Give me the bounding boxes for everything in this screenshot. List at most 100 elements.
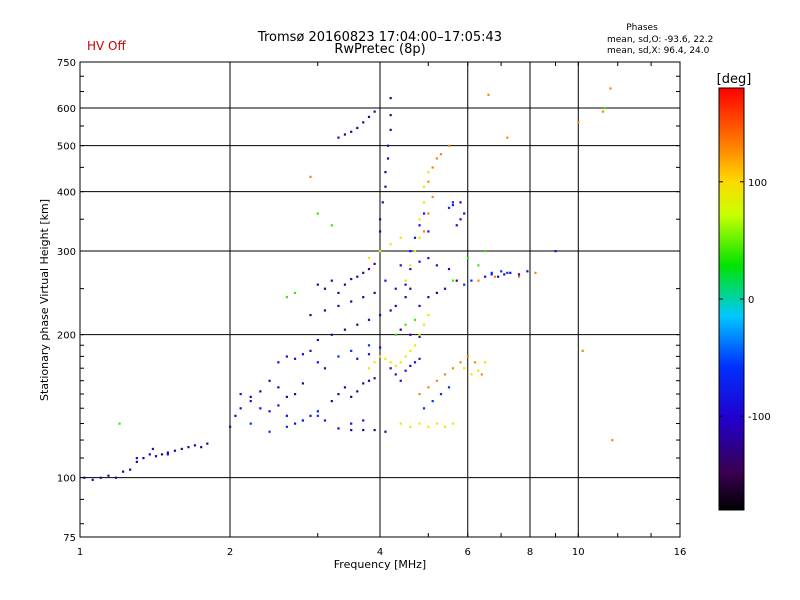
echo-point [427,171,430,174]
echo-point [413,250,417,253]
echo-point [409,349,412,352]
axis-ticks: 1 2 4 6 8 10 16 75 100 200 300 400 500 600 750 [57,58,686,558]
echo-point [389,243,392,246]
echo-point [413,236,417,239]
echo-point [323,309,327,312]
echo-point [379,230,382,233]
echo-point [427,257,430,260]
echo-point [323,419,327,422]
echo-point [394,373,397,376]
echo-point [409,287,412,290]
echo-point [480,373,483,376]
echo-point [173,449,177,452]
echo-point [323,287,327,290]
echo-point [451,367,455,370]
y-tick-label: 600 [57,104,76,115]
echo-point [470,373,473,376]
echo-point [455,224,458,227]
echo-point [323,367,327,370]
echo-point [493,275,497,278]
echo-point [418,218,421,221]
plot-gridlines [80,62,680,537]
echo-point [477,264,480,267]
x-tick-label: 16 [674,547,687,558]
echo-point [413,361,417,364]
echo-point [431,195,434,199]
y-axis-label: Stationary phase Virtual Height [km] [38,199,51,401]
echo-point [404,283,407,286]
echo-point [309,414,312,417]
echo-point [285,414,288,417]
echo-point [379,355,382,358]
echo-point [114,476,118,479]
echo-point [409,333,412,336]
echo-point [484,361,487,364]
echo-point [422,323,426,326]
echo-point [384,357,387,360]
echo-point [435,291,438,295]
echo-points [83,87,614,481]
echo-point [379,314,382,317]
echo-point [249,395,252,398]
echo-point [160,453,164,456]
y-tick-label: 750 [57,58,76,69]
echo-point [418,260,421,263]
y-tick-label: 200 [57,331,76,342]
echo-point [404,323,407,326]
echo-point [373,361,376,364]
echo-point [404,279,407,282]
echo-point [268,379,271,382]
echo-point [337,355,340,358]
echo-point [526,270,529,273]
echo-point [384,430,387,433]
colorbar-tick-label: 0 [748,295,754,306]
echo-point [229,425,232,428]
echo-point [581,349,584,352]
echo-point [373,291,376,295]
echo-point [427,212,430,215]
echo-point [601,110,605,113]
echo-point [443,373,447,376]
echo-point [151,447,155,451]
echo-point [316,414,319,417]
echo-point [427,314,430,317]
echo-point [362,296,365,299]
echo-point [490,271,493,274]
echo-point [180,447,183,451]
echo-point [107,474,110,477]
echo-point [285,425,288,428]
echo-point [330,400,333,403]
echo-point [470,279,473,282]
echo-point [309,349,312,352]
echo-point [316,338,319,342]
echo-point [350,300,353,303]
echo-point [409,267,412,271]
y-tick-label: 300 [57,247,76,258]
echo-point [293,291,297,295]
echo-point [431,400,434,403]
echo-point [422,407,426,410]
echo-point [517,275,521,278]
echo-point [451,422,455,425]
echo-point [206,442,209,445]
echo-point [343,328,347,331]
echo-point [399,361,402,364]
echo-point [487,93,490,96]
echo-point [309,314,312,317]
echo-point [447,206,451,209]
echo-point [166,453,169,456]
echo-point [379,218,382,221]
echo-point [399,264,402,267]
echo-point [459,218,462,221]
echo-point [459,361,462,364]
echo-point [154,455,158,458]
echo-point [394,287,397,290]
echo-point [389,309,392,312]
echo-point [362,428,365,432]
echo-point [451,203,455,207]
echo-point [350,277,353,281]
echo-point [409,264,412,267]
echo-point [381,201,384,204]
echo-point [268,410,271,413]
echo-point [193,444,197,447]
